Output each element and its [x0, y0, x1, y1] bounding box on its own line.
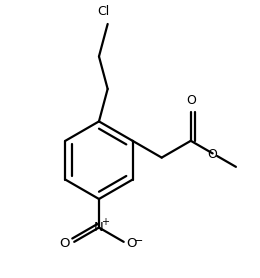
Text: −: − — [134, 235, 144, 245]
Text: +: + — [101, 217, 109, 227]
Text: Cl: Cl — [97, 4, 109, 18]
Text: O: O — [186, 93, 196, 106]
Text: O: O — [208, 148, 218, 161]
Text: N: N — [94, 221, 104, 234]
Text: O: O — [59, 237, 70, 250]
Text: O: O — [126, 237, 136, 250]
